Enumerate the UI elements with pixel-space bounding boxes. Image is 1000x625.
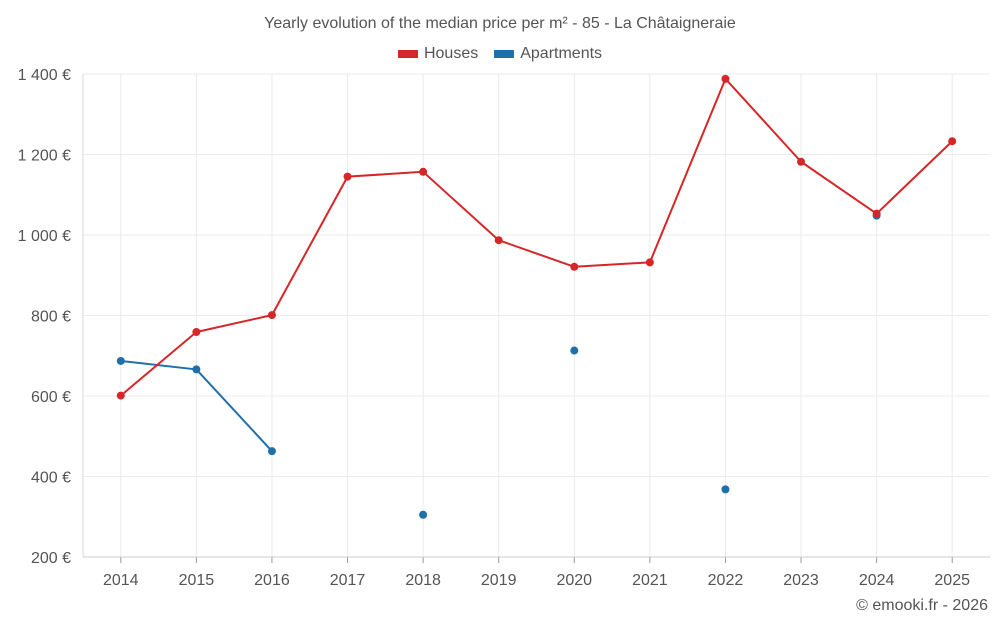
x-tick-label: 2023 xyxy=(783,572,819,589)
series-line-houses xyxy=(497,239,576,268)
data-point-apartments-2020[interactable] xyxy=(570,346,579,355)
series-line-houses xyxy=(800,160,878,215)
series-line-apartments xyxy=(119,359,198,371)
data-point-houses-2018[interactable] xyxy=(419,167,428,176)
series-line-houses xyxy=(422,170,500,242)
y-tick-label: 1 000 € xyxy=(18,228,71,245)
y-tick-label: 400 € xyxy=(31,470,71,487)
series-line-houses xyxy=(724,77,803,163)
data-point-houses-2024[interactable] xyxy=(872,209,881,218)
x-tick-label: 2014 xyxy=(103,572,139,589)
x-tick-label: 2022 xyxy=(708,572,744,589)
data-point-apartments-2014[interactable] xyxy=(116,356,125,365)
series-line-houses xyxy=(270,175,349,317)
y-tick-label: 600 € xyxy=(31,389,71,406)
legend-item-houses[interactable]: Houses xyxy=(397,45,479,63)
x-tick-label: 2017 xyxy=(330,572,366,589)
data-point-houses-2025[interactable] xyxy=(948,137,957,146)
y-tick-label: 200 € xyxy=(31,550,71,567)
data-point-houses-2021[interactable] xyxy=(645,258,654,267)
data-point-houses-2014[interactable] xyxy=(116,391,125,400)
y-tick-label: 1 400 € xyxy=(18,67,71,84)
data-point-apartments-2016[interactable] xyxy=(267,447,276,456)
series-line-houses xyxy=(119,331,198,397)
data-point-houses-2020[interactable] xyxy=(570,262,579,271)
x-tick-label: 2021 xyxy=(632,572,668,589)
legend-swatch-apartments xyxy=(494,50,515,58)
x-tick-label: 2018 xyxy=(405,572,441,589)
footer-credit: © emooki.fr - 2026 xyxy=(856,597,988,614)
data-point-houses-2016[interactable] xyxy=(267,311,276,320)
x-tick-label: 2019 xyxy=(481,572,517,589)
data-point-apartments-2015[interactable] xyxy=(192,365,201,374)
data-point-apartments-2018[interactable] xyxy=(419,510,428,519)
data-point-houses-2019[interactable] xyxy=(494,236,503,245)
data-point-apartments-2022[interactable] xyxy=(721,485,730,494)
legend-swatch-houses xyxy=(397,50,418,58)
legend-item-apartments[interactable]: Apartments xyxy=(494,45,602,63)
data-point-houses-2017[interactable] xyxy=(343,172,352,181)
series-line-houses xyxy=(648,77,727,264)
series-line-houses xyxy=(346,170,425,178)
y-tick-label: 1 200 € xyxy=(18,148,71,165)
legend-label-apartments: Apartments xyxy=(520,45,603,62)
legend-label-houses: Houses xyxy=(423,45,479,62)
y-tick-label: 800 € xyxy=(31,309,71,326)
series-line-apartments xyxy=(195,368,273,453)
series-line-houses xyxy=(875,140,954,215)
chart-legend: Houses Apartments xyxy=(0,45,1000,63)
data-point-houses-2023[interactable] xyxy=(797,157,806,166)
x-tick-label: 2015 xyxy=(179,572,215,589)
x-tick-label: 2024 xyxy=(859,572,895,589)
chart-title: Yearly evolution of the median price per… xyxy=(264,15,736,32)
x-tick-label: 2016 xyxy=(254,572,290,589)
series-line-houses xyxy=(195,314,273,334)
x-tick-label: 2020 xyxy=(556,572,592,589)
x-tick-label: 2025 xyxy=(934,572,970,589)
series-line-houses xyxy=(573,261,651,268)
data-point-houses-2022[interactable] xyxy=(721,74,730,83)
data-point-houses-2015[interactable] xyxy=(192,328,201,337)
